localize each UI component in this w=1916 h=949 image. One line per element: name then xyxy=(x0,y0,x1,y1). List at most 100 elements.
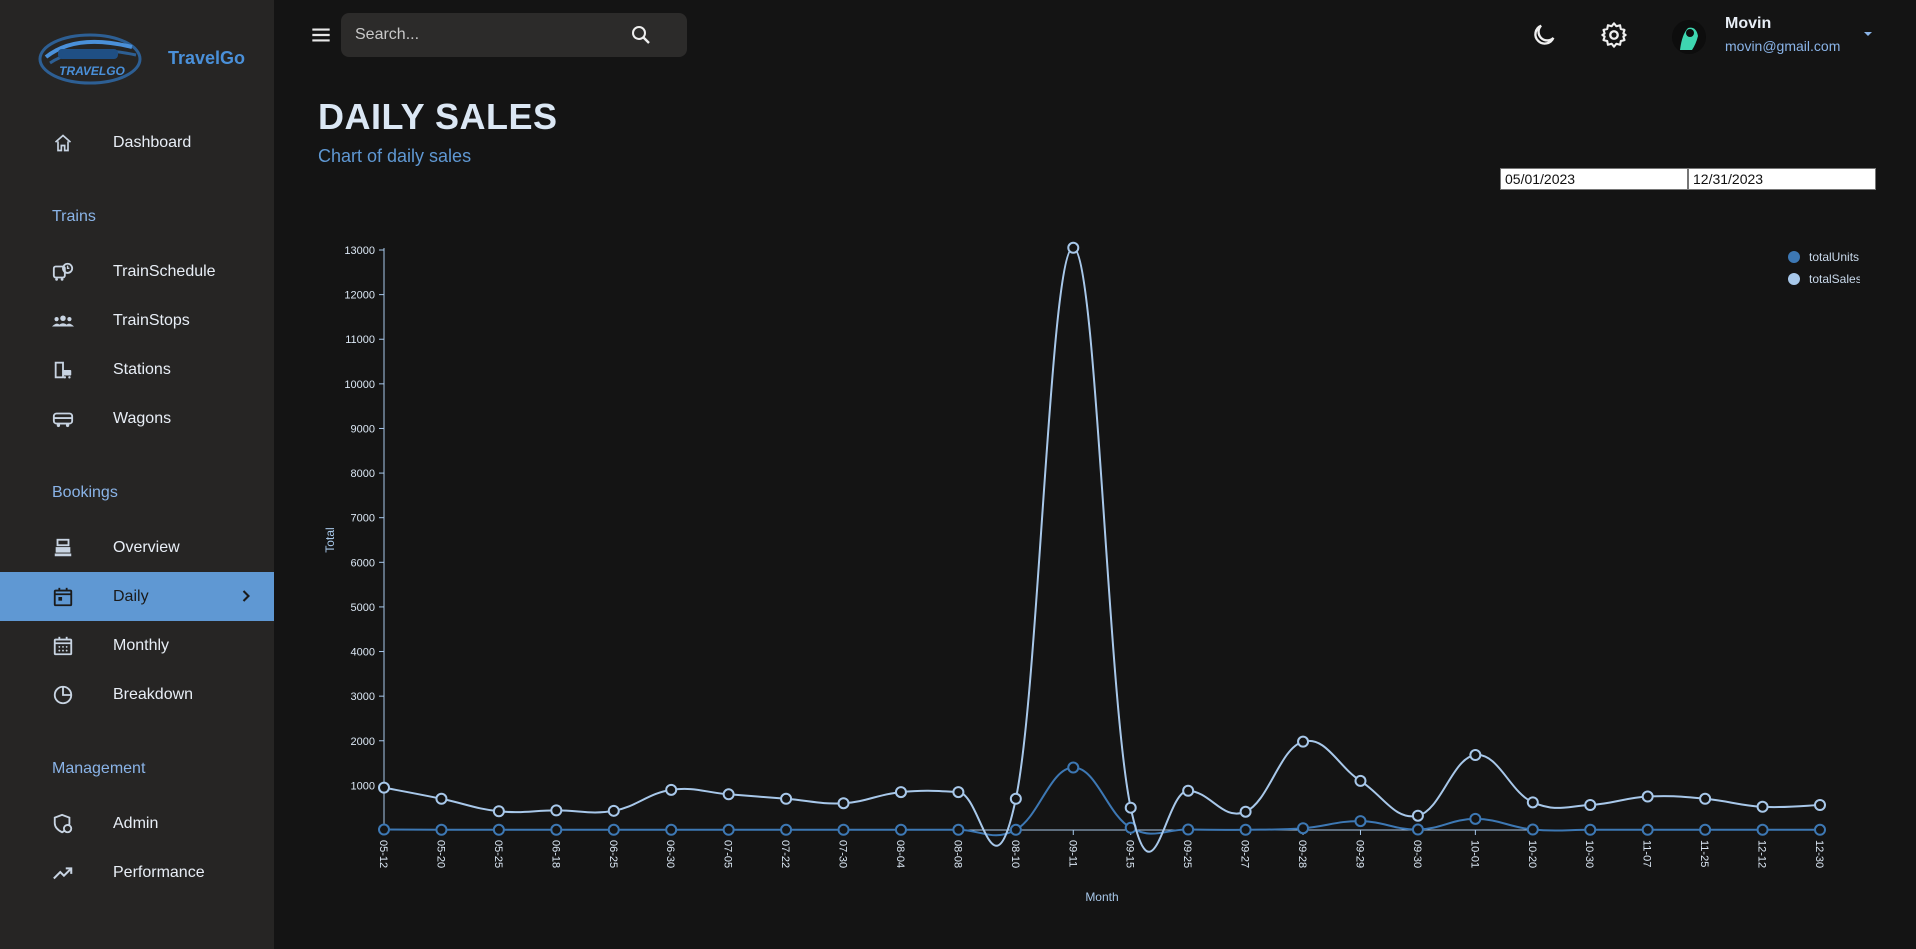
brand[interactable]: TRAVELGO TravelGo xyxy=(36,26,266,90)
y-tick-label: 3000 xyxy=(351,691,375,703)
data-point xyxy=(952,786,965,799)
data-point xyxy=(550,823,563,836)
data-point xyxy=(1814,823,1826,836)
x-tick-label: 07-30 xyxy=(837,840,849,868)
sidebar-item-overview[interactable]: Overview xyxy=(0,523,274,572)
y-tick-label: 12000 xyxy=(344,290,375,302)
travelgo-logo: TRAVELGO xyxy=(38,33,142,85)
data-point xyxy=(665,783,678,796)
search-input[interactable] xyxy=(355,21,625,49)
sidebar-item-label: Daily xyxy=(113,587,149,605)
sidebar-item-admin[interactable]: Admin xyxy=(0,799,274,848)
sidebar-item-trainschedule[interactable]: TrainSchedule xyxy=(0,247,274,296)
search-icon[interactable] xyxy=(629,23,653,47)
data-point xyxy=(378,823,390,836)
sidebar-item-label: Dashboard xyxy=(113,133,192,151)
point-of-sale-icon xyxy=(52,537,74,559)
x-tick-label: 09-30 xyxy=(1411,840,1423,868)
data-point xyxy=(607,804,620,817)
y-tick-label: 4000 xyxy=(351,647,375,659)
x-tick-label: 06-18 xyxy=(549,840,561,868)
data-point xyxy=(1814,799,1826,812)
sidebar-item-wagons[interactable]: Wagons xyxy=(0,394,274,443)
data-point xyxy=(1354,774,1367,787)
section-title-trains: Trains xyxy=(52,208,96,225)
x-tick-label: 11-25 xyxy=(1698,840,1710,867)
section-title-management: Management xyxy=(52,760,146,777)
y-tick-label: 5000 xyxy=(351,602,375,614)
x-tick-label: 05-12 xyxy=(377,840,389,868)
data-point xyxy=(1641,823,1654,836)
y-tick-label: 1000 xyxy=(351,780,375,792)
data-point xyxy=(1009,792,1022,805)
x-tick-label: 10-30 xyxy=(1583,840,1595,868)
data-point xyxy=(435,792,448,805)
data-point xyxy=(722,823,735,836)
data-point xyxy=(1584,823,1597,836)
data-point xyxy=(1526,823,1539,836)
data-point xyxy=(1699,792,1712,805)
end-date-input[interactable] xyxy=(1688,168,1876,190)
data-point xyxy=(1641,790,1654,803)
y-tick-label: 9000 xyxy=(351,423,375,435)
data-point xyxy=(1756,800,1769,813)
data-point xyxy=(1067,761,1080,774)
data-point xyxy=(1239,805,1252,818)
y-tick-label: 13000 xyxy=(344,245,375,257)
y-tick-label: 8000 xyxy=(351,468,375,480)
start-date-input[interactable] xyxy=(1500,168,1688,190)
avatar[interactable] xyxy=(1672,20,1706,54)
y-tick-label: 11000 xyxy=(345,334,375,346)
sidebar-item-performance[interactable]: Performance xyxy=(0,848,274,897)
data-point xyxy=(1297,822,1310,835)
search-bar xyxy=(341,13,687,57)
sidebar-item-stations[interactable]: Stations xyxy=(0,345,274,394)
sidebar-item-trainstops[interactable]: TrainStops xyxy=(0,296,274,345)
x-tick-label: 09-15 xyxy=(1124,840,1136,868)
data-point xyxy=(894,786,907,799)
y-tick-label: 10000 xyxy=(344,379,375,391)
x-tick-label: 12-30 xyxy=(1813,840,1825,868)
data-point xyxy=(435,823,448,836)
x-tick-label: 08-04 xyxy=(894,840,906,868)
settings-gear-icon[interactable] xyxy=(1600,21,1628,49)
station-icon xyxy=(52,359,74,381)
trending-up-icon xyxy=(52,862,74,884)
data-point xyxy=(780,823,793,836)
user-avatar-image xyxy=(1672,20,1706,54)
line-chart: 1000 2000 3000 4000 5000 6000 7000 8000 9000 1000… xyxy=(323,241,1862,904)
sidebar-item-label: Overview xyxy=(113,538,180,556)
admin-shield-icon xyxy=(52,813,74,835)
sidebar-item-daily[interactable]: Daily xyxy=(0,572,274,621)
caret-down-icon[interactable] xyxy=(1860,26,1876,42)
x-tick-label: 05-20 xyxy=(434,840,446,868)
data-point xyxy=(1584,799,1597,812)
svg-text:TRAVELGO: TRAVELGO xyxy=(59,64,125,78)
data-point xyxy=(837,823,850,836)
train-schedule-icon xyxy=(52,261,74,283)
data-point xyxy=(665,823,678,836)
data-point xyxy=(1182,784,1195,797)
sidebar-item-monthly[interactable]: Monthly xyxy=(0,621,274,670)
sidebar-item-breakdown[interactable]: Breakdown xyxy=(0,670,274,719)
x-tick-label: 08-10 xyxy=(1009,840,1021,868)
x-tick-label: 09-27 xyxy=(1239,840,1251,868)
calendar-month-icon xyxy=(52,635,74,657)
data-point xyxy=(1067,241,1080,254)
user-email: movin@gmail.com xyxy=(1725,38,1841,54)
data-point xyxy=(607,823,620,836)
daily-sales-chart: 1000 2000 3000 4000 5000 6000 7000 8000 9000 1000… xyxy=(300,220,1862,920)
y-tick-label: 2000 xyxy=(351,736,375,748)
data-point xyxy=(1297,735,1310,748)
dark-mode-icon[interactable] xyxy=(1530,21,1558,49)
brand-name: TravelGo xyxy=(168,47,246,68)
x-axis-label: Month xyxy=(1085,890,1118,904)
home-icon xyxy=(52,132,74,154)
data-point xyxy=(894,823,907,836)
menu-icon[interactable] xyxy=(308,22,334,48)
data-point xyxy=(378,781,390,794)
sidebar-item-dashboard[interactable]: Dashboard xyxy=(0,118,274,167)
page-subtitle: Chart of daily sales xyxy=(318,146,472,166)
data-point xyxy=(492,805,505,818)
wagon-icon xyxy=(52,408,74,430)
